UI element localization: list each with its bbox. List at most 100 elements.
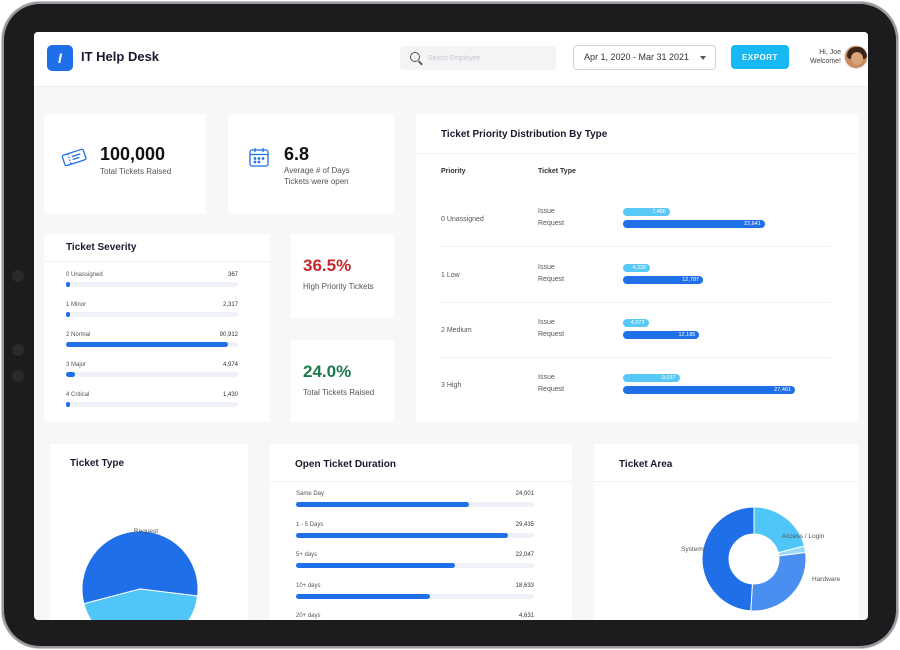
greeting-welcome: Welcome! — [810, 58, 841, 65]
ticket-area-card: Ticket Area Access / LoginHardwareSoftwa… — [594, 444, 858, 620]
divider — [438, 246, 830, 247]
severity-row-value: 367 — [227, 272, 238, 278]
ticket-type-slice[interactable] — [81, 530, 199, 605]
ticket-type-issue-label: Issue — [538, 208, 555, 215]
duration-row: Same Day 24,001 — [296, 491, 534, 508]
severity-row-label: 0 Unassigned — [66, 272, 103, 278]
severity-row: 4 Critical 1,430 — [66, 392, 238, 408]
open-duration-card: Open Ticket Duration Same Day 24,001 1 - 5… — [270, 444, 572, 620]
top-header: I IT Help Desk Apr 1, 2020 - Mar 31 2021… — [34, 32, 868, 87]
ticket-icon — [61, 148, 87, 166]
ticket-severity-title: Ticket Severity — [66, 242, 137, 253]
ticket-type-title: Ticket Type — [70, 458, 125, 469]
ticket-type-card: Ticket Type Request — [50, 444, 248, 620]
ticket-area-slice-label: Systems — [681, 546, 707, 553]
severity-bar — [66, 312, 71, 317]
user-avatar[interactable] — [844, 45, 868, 69]
duration-row-value: 4,631 — [518, 613, 534, 619]
high-priority-label: High Priority Tickets — [303, 282, 374, 291]
priority-column-header: Priority — [441, 168, 466, 175]
priority-row-label: 0 Unassigned — [441, 216, 484, 223]
duration-row-value: 22,047 — [515, 552, 534, 558]
duration-row-value: 18,633 — [515, 582, 534, 589]
priority-row-label: 3 High — [441, 382, 462, 389]
greeting-name: Hi, Joe — [819, 49, 841, 56]
duration-row-label: 1 - 5 Days — [296, 521, 324, 528]
request-bar: 12,787 — [623, 276, 704, 284]
divider — [594, 481, 858, 482]
priority-distribution-card: Ticket Priority Distribution By Type Pri… — [416, 114, 858, 422]
divider — [416, 153, 858, 154]
app-title: IT Help Desk — [81, 49, 160, 64]
duration-row-label: 20+ days — [296, 613, 321, 619]
severity-row-value: 1,430 — [222, 392, 238, 398]
ticket-area-slice[interactable] — [753, 506, 805, 554]
issue-bar: 4,073 — [623, 319, 649, 327]
severity-row-label: 3 Major — [66, 362, 87, 368]
tablet-side-button — [12, 344, 24, 356]
ticket-area-slice-label: Hardware — [812, 576, 841, 583]
tablet-side-button — [12, 270, 24, 282]
duration-row-label: Same Day — [296, 491, 325, 497]
total-tickets-value: 100,000 — [100, 144, 166, 164]
date-range-value: Apr 1, 2020 - Mar 31 2021 — [584, 52, 690, 62]
ticket-type-request-label: Request — [538, 386, 565, 393]
total-raised-pct-label: Total Tickets Raised — [303, 388, 375, 397]
avg-days-label-line1: Average # of Days — [284, 166, 350, 175]
duration-bar — [296, 532, 509, 538]
employee-search-input[interactable] — [428, 50, 548, 66]
divider — [270, 481, 572, 482]
severity-bar-track — [66, 402, 238, 407]
ticket-type-request-label: Request — [538, 331, 565, 338]
search-icon — [410, 52, 420, 62]
duration-row: 20+ days 4,631 — [296, 613, 534, 620]
request-bar: 12,185 — [623, 331, 700, 339]
app-logo-icon: I — [47, 45, 73, 71]
issue-bar: 9,037 — [623, 374, 680, 382]
severity-row: 0 Unassigned 367 — [66, 272, 238, 288]
ticket-type-pie-chart: Request — [81, 528, 199, 620]
severity-row-label: 2 Normal — [66, 332, 91, 338]
severity-row-value: 2,317 — [222, 302, 238, 308]
avg-days-label: Average # of Days Tickets were open — [284, 165, 350, 187]
request-bar: 22,641 — [623, 220, 765, 228]
ticket-type-slice[interactable] — [83, 588, 199, 620]
calendar-icon — [249, 148, 269, 167]
dashboard-screen: I IT Help Desk Apr 1, 2020 - Mar 31 2021… — [34, 32, 868, 620]
duration-row-label: 5+ days — [296, 552, 318, 558]
divider — [438, 302, 830, 303]
ticket-area-slice[interactable] — [701, 506, 755, 612]
duration-bar — [296, 563, 455, 568]
duration-row-value: 29,435 — [515, 521, 534, 528]
employee-search[interactable] — [400, 46, 556, 70]
severity-bar-track — [66, 282, 238, 287]
duration-row-value: 24,001 — [515, 491, 534, 497]
severity-row: 3 Major 4,974 — [66, 362, 238, 378]
severity-row-value: 4,974 — [222, 362, 238, 368]
ticket-area-slice[interactable] — [750, 551, 807, 612]
ticket-type-issue-label: Issue — [538, 264, 555, 271]
avg-days-card: 6.8 Average # of Days Tickets were open — [228, 114, 394, 214]
ticket-type-request-label: Request — [538, 276, 565, 283]
severity-bar-track — [66, 312, 238, 317]
tablet-side-button — [12, 370, 24, 382]
date-range-select[interactable]: Apr 1, 2020 - Mar 31 2021 — [573, 45, 716, 70]
total-raised-pct-value: 24.0% — [303, 362, 352, 381]
total-raised-pct-card: 24.0% Total Tickets Raised — [291, 340, 394, 422]
export-button[interactable]: EXPORT — [731, 45, 789, 69]
avg-days-value: 6.8 — [284, 144, 310, 164]
ticket-type-slice-label: Request — [134, 528, 158, 535]
avatar-face — [851, 52, 863, 65]
total-tickets-label: Total Tickets Raised — [100, 167, 172, 176]
severity-row: 2 Normal 90,912 — [66, 332, 238, 348]
high-priority-value: 36.5% — [303, 256, 352, 275]
ticket-type-issue-label: Issue — [538, 319, 555, 326]
duration-bar — [296, 593, 431, 599]
divider — [438, 357, 830, 358]
severity-bar — [66, 372, 75, 377]
issue-bar: 4,330 — [623, 264, 651, 272]
user-greeting: Hi, Joe Welcome! — [799, 48, 841, 66]
avg-days-label-line2: Tickets were open — [284, 177, 349, 186]
request-bar: 27,461 — [623, 386, 795, 394]
severity-row-label: 4 Critical — [66, 392, 90, 398]
